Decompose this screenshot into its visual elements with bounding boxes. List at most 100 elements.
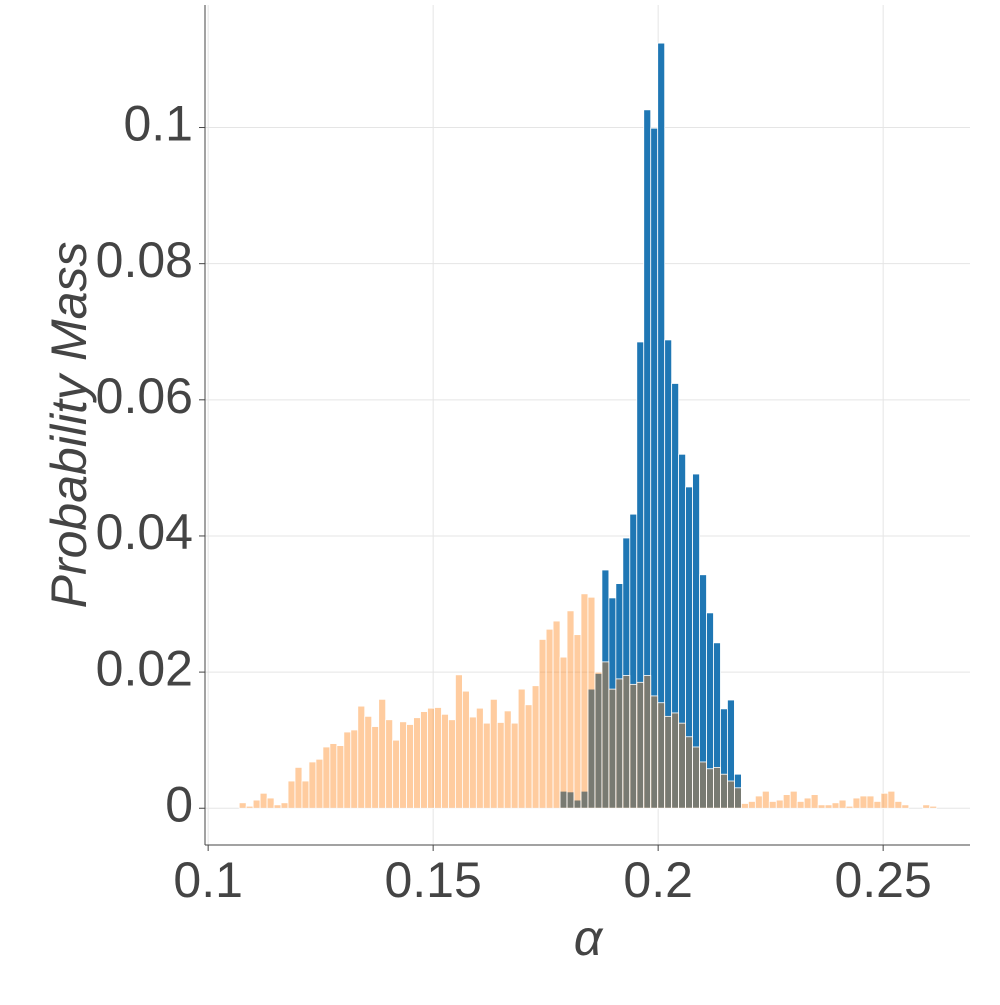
bar [622,675,631,809]
bar [266,797,275,809]
bar [392,739,401,809]
x-tick-label: 0.2 [623,852,693,908]
y-tick-label: 0.08 [96,232,193,288]
bar [329,743,338,809]
bar [259,792,268,809]
bar [713,766,721,809]
bar [706,768,714,809]
bar [434,707,442,809]
y-tick-label: 0.04 [96,504,193,560]
bar [601,661,610,809]
bar [238,802,247,809]
bar [768,801,777,809]
bar [482,722,491,809]
bar [838,799,847,809]
x-tick-label: 0.25 [834,852,931,908]
x-axis-label: α [574,910,604,966]
bar [629,683,638,809]
bar [413,717,421,809]
bar [692,746,700,809]
bar [531,685,540,809]
bar [538,639,547,809]
bar [650,695,659,809]
bar [636,681,645,809]
bar [580,593,589,809]
bar [273,804,282,809]
y-tick-label: 0.06 [96,368,193,424]
bar [824,804,833,809]
bar [448,719,456,809]
bar [308,761,317,809]
y-tick-label: 0.1 [123,96,193,152]
y-tick-label: 0.02 [96,640,193,696]
bar [427,707,435,809]
bar [475,707,484,809]
bar [699,761,707,809]
bar [552,620,561,809]
bar [678,722,686,809]
bar [873,801,882,809]
bar [796,801,805,809]
bar [517,688,526,809]
bar [573,634,582,809]
bar [350,729,359,809]
bar [594,671,603,809]
bar [371,726,380,809]
bar [385,719,394,809]
y-tick-label: 0 [165,776,193,832]
bar [461,690,470,809]
bar [280,802,289,809]
bar [343,731,352,809]
bar [664,715,673,809]
bar [894,801,903,809]
bar [789,790,798,809]
bar [741,803,749,809]
bar [845,805,854,809]
bar [587,596,596,809]
bar [441,713,449,809]
bar [524,704,533,809]
bar [357,705,366,809]
bar [775,799,784,809]
bar [880,792,889,809]
bar [671,712,680,809]
bar [559,656,568,809]
bar [901,804,910,809]
bar [608,688,617,809]
bar [252,799,261,809]
bar [294,766,303,809]
bar [378,698,387,809]
bar [455,674,463,809]
bar [761,790,770,809]
bar [468,716,477,809]
bar [720,773,728,809]
bar [922,804,931,809]
bar [503,710,512,809]
y-axis-label: Probability Mass [41,242,97,609]
bar [420,711,428,809]
bar [782,794,791,809]
x-tick-label: 0.15 [384,852,481,908]
bar [859,795,868,809]
bar [852,797,861,809]
bar [245,805,254,809]
bar [803,797,812,809]
bar [489,698,498,809]
bar [643,675,652,809]
bar [657,702,666,809]
bar [315,758,324,809]
bar [929,805,938,809]
bar [287,780,296,809]
bar [301,780,310,809]
bar [496,722,505,809]
bar [810,794,819,809]
bar [754,795,763,809]
bar [657,42,666,809]
bar [364,715,373,809]
bar [545,628,554,809]
bar [817,804,826,809]
bar [747,801,756,809]
bar [887,790,896,809]
bar [399,721,407,809]
